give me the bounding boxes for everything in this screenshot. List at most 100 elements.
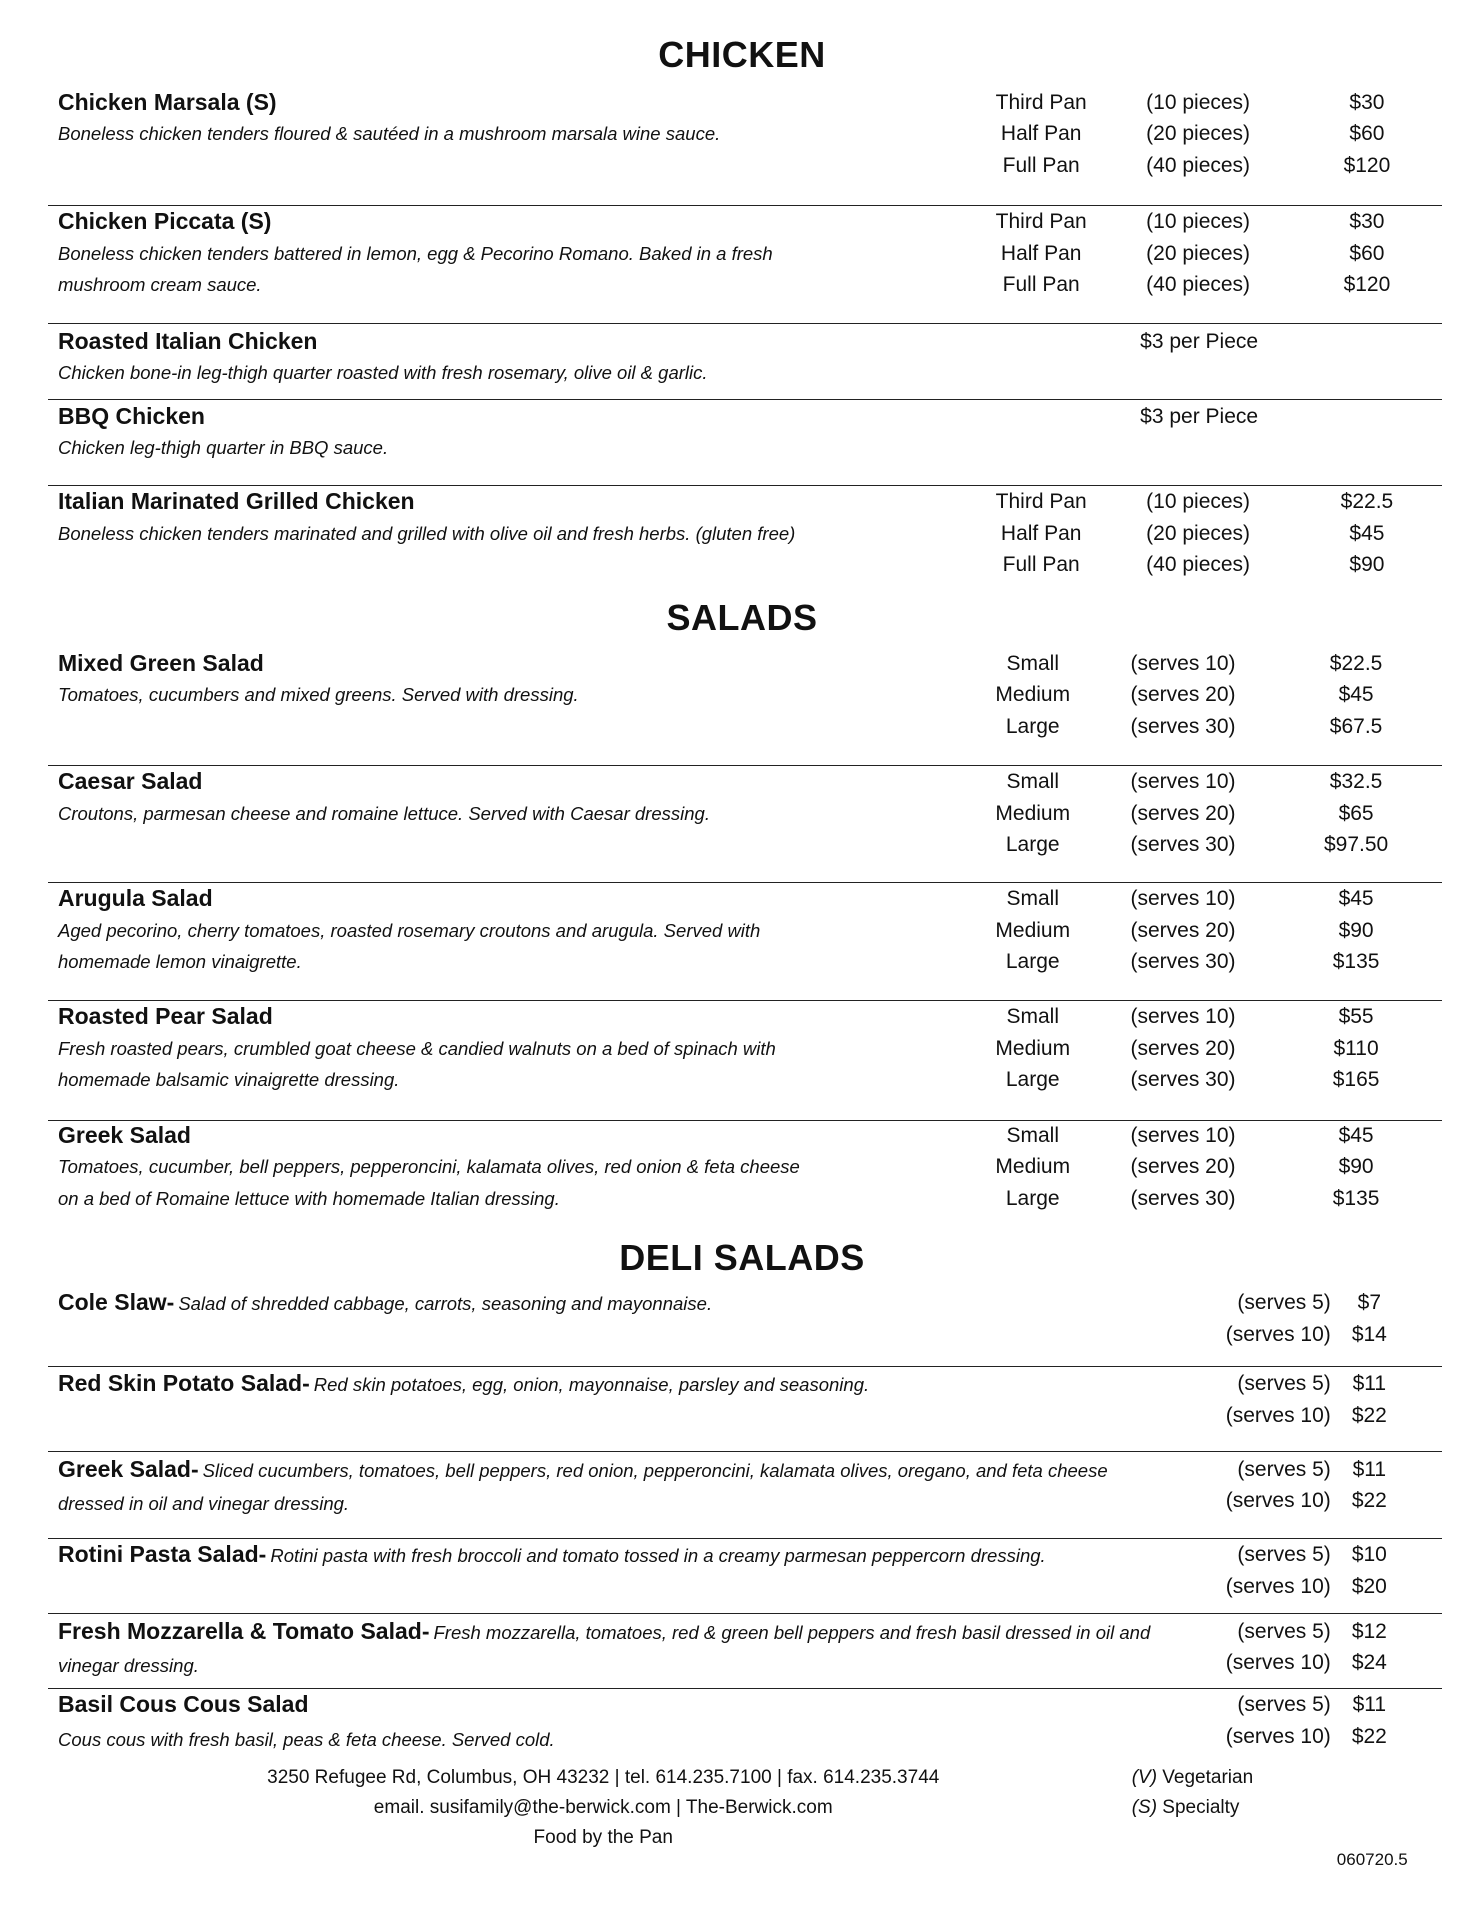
size-label: Large [1005,714,1060,738]
price: $45 [1338,887,1374,911]
item-description: Tomatoes, cucumber, bell peppers, pepper… [58,1156,800,1178]
portion-label: (20 pieces) [1146,122,1251,146]
portion-column: (serves 5) (serves 10) [1207,1689,1331,1752]
deli-item: Fresh Mozzarella & Tomato Salad- Fresh mo… [58,1616,1158,1684]
portion-label: (serves 5) [1237,1372,1331,1396]
size-label: Large [1005,1186,1060,1210]
price: $11 [1352,1372,1387,1396]
portion-label: (10 pieces) [1146,210,1251,234]
divider [48,1365,1442,1367]
item-description: Fresh roasted pears, crumbled goat chees… [58,1037,776,1059]
item-description: Red skin potatoes, egg, onion, mayonnais… [313,1374,870,1396]
price: $30 [1349,90,1385,114]
item-name: BBQ Chicken [58,402,205,429]
portion-column: (serves 5) (serves 10) [1207,1454,1331,1517]
item-name: Chicken Piccata (S) [58,208,272,235]
deli-item: Red Skin Potato Salad- Red skin potatoes,… [58,1368,1158,1403]
menu-item: Roasted Pear Salad Fresh roasted pears, c… [58,1001,776,1096]
portion-column: (serves 10) (serves 20) (serves 30) [1130,766,1235,861]
document-code: 060720.5 [1336,1849,1408,1869]
portion-label: (40 pieces) [1146,273,1251,297]
price: $90 [1338,1155,1374,1179]
divider [48,1000,1442,1002]
item-name: Greek Salad- [58,1455,199,1482]
price: $22 [1351,1724,1387,1748]
item-description: Croutons, parmesan cheese and romaine le… [58,802,710,824]
menu-item: Arugula Salad Aged pecorino, cherry tomat… [58,883,760,978]
portion-label: (serves 20) [1130,801,1236,825]
price-column: $11 $22 [1339,1689,1399,1752]
item-name: Red Skin Potato Salad- [58,1370,310,1397]
size-label: Medium [995,1036,1071,1060]
price: $135 [1332,1186,1380,1210]
item-name: Fresh Mozzarella & Tomato Salad- [58,1617,430,1644]
portion-label: (serves 10) [1225,1574,1331,1598]
deli-item: Rotini Pasta Salad- Rotini pasta with fre… [58,1539,1158,1574]
portion-label: (20 pieces) [1146,241,1251,265]
price-column: $12 $24 [1339,1616,1399,1679]
price: $60 [1349,241,1385,265]
price-column: $30 $60 $120 [1307,206,1428,301]
item-description: Salad of shredded cabbage, carrots, seas… [178,1293,713,1315]
divider [48,485,1442,486]
price: $10 [1351,1543,1387,1567]
price: $45 [1349,521,1385,545]
portion-label: (10 pieces) [1146,90,1251,114]
size-label: Full Pan [1002,273,1080,297]
item-description: Aged pecorino, cherry tomatoes, roasted … [58,919,761,941]
item-name: Italian Marinated Grilled Chicken [58,488,415,515]
portion-label: (serves 20) [1130,918,1236,942]
price: $24 [1351,1651,1387,1674]
menu-item: Chicken Piccata (S) Boneless chicken tend… [58,206,773,301]
size-label: Medium [995,801,1071,825]
price-column: $32.5 $65 $97.50 [1296,766,1417,861]
price: $67.5 [1329,714,1383,738]
portion-label: (serves 10) [1130,887,1236,911]
price: $22 [1351,1403,1387,1427]
size-column: Small Medium Large [960,648,1105,743]
item-description: on a bed of Romaine lettuce with homemad… [58,1187,560,1209]
legend-code: (V) [1131,1766,1158,1788]
deli-item: Basil Cous Cous Salad Cous cous with fres… [58,1689,1158,1757]
portion-column: (serves 5) (serves 10) [1207,1368,1331,1431]
portion-label: (serves 10) [1130,1123,1236,1147]
legend-item: (S) Specialty [1132,1793,1253,1823]
divider [48,881,1442,883]
size-label: Small [1006,1005,1059,1029]
item-description: Boneless chicken tenders battered in lem… [58,242,773,264]
portion-label: (serves 5) [1237,1619,1331,1643]
portion-label: (serves 20) [1130,1036,1236,1060]
divider [48,1538,1442,1540]
portion-label: (serves 5) [1237,1543,1331,1567]
size-label: Small [1006,651,1059,675]
size-label: Medium [995,683,1071,707]
price-column: $22.5 $45 $90 [1307,486,1428,581]
deli-item: Cole Slaw- Salad of shredded cabbage, car… [58,1287,1158,1322]
menu-item: BBQ Chicken Chicken leg-thigh quarter in … [58,401,388,464]
contact-info: email. susifamily@the-berwick.com | The-… [373,1796,833,1818]
portion-column: (serves 10) (serves 20) (serves 30) [1130,1001,1235,1096]
portion-column: (serves 10) (serves 20) (serves 30) [1130,648,1235,743]
item-name: Rotini Pasta Salad- [58,1541,267,1568]
portion-label: (serves 30) [1130,1186,1236,1210]
divider [48,764,1442,766]
portion-label: (20 pieces) [1146,521,1251,545]
size-label: Large [1005,1068,1060,1092]
price: $45 [1338,1123,1374,1147]
price: $32.5 [1329,770,1383,794]
price: $22 [1351,1489,1387,1513]
price: $90 [1349,553,1385,577]
portion-label: (serves 10) [1130,770,1236,794]
portion-label: (serves 30) [1130,714,1236,738]
size-label: Third Pan [995,90,1087,114]
size-column: Third Pan Half Pan Full Pan [969,206,1114,301]
size-label: Third Pan [995,490,1087,514]
item-description: Tomatoes, cucumbers and mixed greens. Se… [58,684,579,706]
item-price: $3 per Piece [1140,404,1259,428]
divider [48,1451,1442,1453]
price-column: $10 $20 [1339,1539,1399,1602]
tagline: Food by the Pan [533,1826,673,1848]
price: $65 [1338,801,1374,825]
size-label: Small [1006,1123,1059,1147]
item-name: Cole Slaw- [58,1289,175,1316]
